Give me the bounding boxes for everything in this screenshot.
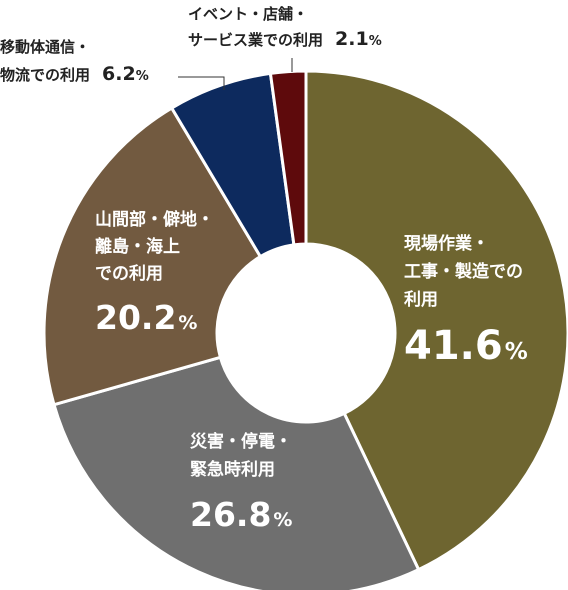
- slice-mobile-logistics-value: 6.2: [102, 63, 136, 85]
- slice-remote-areas-label-line: 離島・海上: [95, 236, 180, 257]
- slice-onsite-work-label-line: 利用: [404, 289, 438, 310]
- slice-disaster-label-line: 災害・停電・: [190, 431, 292, 452]
- slice-events-retail-label-line: サービス業での利用 2.1%: [188, 28, 382, 50]
- slice-disaster: [52, 355, 421, 590]
- slice-events-retail-label-line: イベント・店舗・: [188, 5, 308, 23]
- slice-mobile-logistics-label-line: 移動体通信・: [0, 38, 90, 56]
- slice-remote-areas-label-line: 山間部・僻地・: [95, 209, 214, 230]
- slice-onsite-work-label-line: 現場作業・: [404, 233, 489, 254]
- slice-onsite-work-unit: %: [505, 339, 528, 365]
- slice-events-retail: [268, 69, 308, 247]
- slice-mobile-logistics-label-line: 物流での利用 6.2%: [0, 63, 149, 85]
- slice-remote-areas-unit: %: [178, 312, 197, 334]
- slice-onsite-work-label-line: 工事・製造での: [404, 261, 523, 282]
- slice-mobile-logistics-unit: %: [136, 69, 149, 84]
- slice-disaster-label-line: 緊急時利用: [190, 459, 275, 480]
- slice-remote-areas-label-line: での利用: [95, 263, 163, 284]
- slice-remote-areas: [42, 105, 263, 407]
- slice-disaster-unit: %: [273, 509, 292, 531]
- slice-onsite-work: [304, 69, 568, 572]
- leader-lines: [178, 58, 293, 90]
- leader-line-mobile: [178, 76, 225, 90]
- donut-slices: [42, 69, 568, 590]
- slice-events-retail-unit: %: [369, 34, 382, 49]
- slice-events-retail-value: 2.1: [335, 28, 369, 50]
